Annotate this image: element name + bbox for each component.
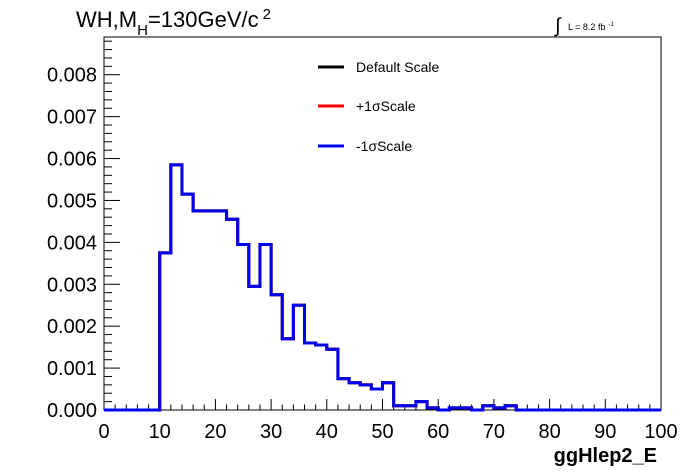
y-tick-label: 0.004 bbox=[47, 232, 97, 254]
y-tick-label: 0.002 bbox=[47, 316, 97, 338]
axes: 0 10 20 30 40 50 60 70 80 90 100 0.000 0.001 0.002 0.0… bbox=[47, 40, 678, 443]
x-tick-label: 10 bbox=[149, 421, 171, 443]
series-layer bbox=[104, 163, 661, 412]
legend: Default Scale +1σScale -1σScale bbox=[318, 59, 439, 154]
legend-label-default-scale: Default Scale bbox=[356, 59, 439, 75]
x-tick-label: 80 bbox=[538, 421, 560, 443]
y-tick-label: 0.003 bbox=[47, 274, 97, 296]
x-tick-label: 0 bbox=[98, 421, 109, 443]
y-tick-label: 0.005 bbox=[47, 190, 97, 212]
luminosity-label: ∫ L = 8.2 fb -1 bbox=[554, 15, 614, 37]
legend-label-minus-1sigma-scale: -1σScale bbox=[356, 138, 412, 154]
y-tick-label: 0.001 bbox=[47, 358, 97, 380]
x-tick-label: 50 bbox=[371, 421, 393, 443]
y-tick-label: 0.008 bbox=[47, 65, 97, 87]
x-tick-label: 30 bbox=[260, 421, 282, 443]
legend-label-plus-1sigma-scale: +1σScale bbox=[356, 98, 416, 114]
y-tick-label: 0.006 bbox=[47, 149, 97, 171]
chart-title: WH,MH=130GeV/c 2 bbox=[76, 6, 271, 39]
title-subscript: H bbox=[137, 22, 148, 39]
x-tick-label: 60 bbox=[427, 421, 449, 443]
series-line-plus-1sigma-scale bbox=[104, 163, 661, 412]
x-axis-label: ggHlep2_E bbox=[554, 445, 657, 467]
plot-frame bbox=[103, 36, 662, 411]
x-tick-label: 90 bbox=[594, 421, 616, 443]
x-tick-label: 20 bbox=[204, 421, 226, 443]
y-tick-label: 0.000 bbox=[47, 400, 97, 422]
x-tick-label: 100 bbox=[644, 421, 677, 443]
series-line-minus-1sigma-scale bbox=[104, 163, 661, 412]
x-tick-label: 70 bbox=[483, 421, 505, 443]
x-tick-label: 40 bbox=[316, 421, 338, 443]
luminosity-text: L = 8.2 fb -1 bbox=[568, 22, 614, 32]
series-line-default-scale bbox=[104, 163, 661, 412]
y-tick-label: 0.007 bbox=[47, 107, 97, 129]
integral-sign-icon: ∫ bbox=[554, 15, 562, 37]
title-superscript: 2 bbox=[263, 6, 271, 23]
